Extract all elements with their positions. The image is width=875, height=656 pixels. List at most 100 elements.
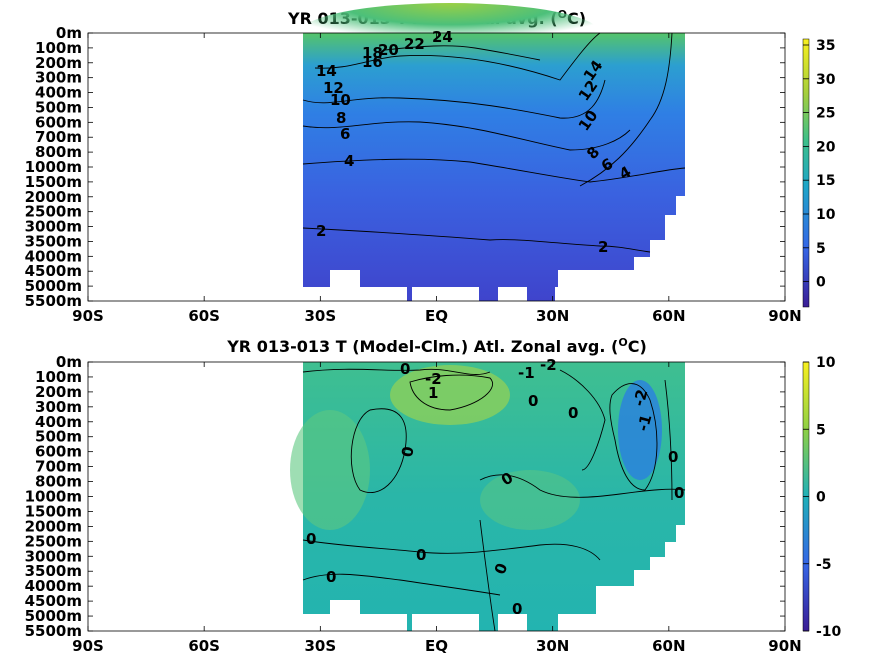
y-tick-label: 800m [35,143,82,161]
x-tick-label: 90N [768,307,801,325]
contour-label: 2 [316,222,326,240]
colorbar-tick-label: 10 [816,355,836,371]
y-tick-label: 5500m [25,622,82,640]
x-tick-label: EQ [425,637,448,655]
contour-label: 12 [323,79,344,97]
panel1-colorbar-ticks: 35 30 25 20 15 10 5 0 [803,38,836,291]
contour-label: 24 [432,28,453,46]
colorbar-tick-label: 5 [816,241,826,257]
contour-label: 0 [668,448,678,466]
contour-label: 0 [326,568,336,586]
panel2-y-ticks: 0m100m200m300m400m500m600m700m800m1000m1… [25,353,785,640]
y-tick-label: 3500m [25,562,82,580]
colorbar-tick-label: 30 [816,72,836,88]
y-tick-label: 100m [35,39,82,57]
y-tick-label: 3000m [25,218,82,236]
panel1-x-ticks: 90S 60S 30S EQ 30N 60N 90N [72,33,802,325]
x-tick-label: 60N [652,637,685,655]
contour-label: 4 [344,152,354,170]
y-tick-label: 0m [56,24,82,42]
colorbar-tick-label: 15 [816,173,835,189]
panel2-title: YR 013-013 T (Model-Clm.) Atl. Zonal avg… [226,336,647,356]
x-tick-label: 60S [188,637,220,655]
contour-label: 20 [378,41,399,59]
contour-label: -2 [540,356,557,374]
contour-label: 8 [336,109,346,127]
y-tick-label: 2500m [25,532,82,550]
panel-difference: YR 013-013 T (Model-Clm.) Atl. Zonal avg… [25,336,842,655]
colorbar-tick-label: 5 [816,422,826,438]
colorbar-tick-label: 20 [816,139,836,155]
panel2-x-ticks: 90S 60S 30S EQ 30N 60N 90N [72,362,802,655]
contour-label: -2 [425,370,442,388]
y-tick-label: 800m [35,473,82,491]
colorbar-tick-label: 10 [816,207,836,223]
y-tick-label: 4500m [25,262,82,280]
contour-label: 0 [568,404,578,422]
y-tick-label: 5000m [25,277,82,295]
contour-label: 0 [306,530,316,548]
panel1-contours [302,32,686,253]
panel2-colorbar-ticks: 10 5 0 -5 -10 [803,355,842,640]
colorbar-tick-label: 25 [816,106,835,122]
panel2-contour-labels: 0 -2 1 -1 -2 0 0 -2 -1 0 0 0 0 0 0 0 0 0 [306,356,684,618]
y-tick-label: 3500m [25,232,82,250]
y-tick-label: 700m [35,128,82,146]
y-tick-label: 500m [35,428,82,446]
contour-label: 22 [404,35,425,53]
contour-label: 14 [316,62,337,80]
colorbar-tick-label: 0 [816,490,826,506]
y-tick-label: 600m [35,443,82,461]
y-tick-label: 4000m [25,577,82,595]
x-tick-label: 30S [304,637,336,655]
contour-label: 18 [362,44,383,62]
y-tick-label: 200m [35,383,82,401]
y-tick-label: 400m [35,84,82,102]
y-tick-label: 400m [35,413,82,431]
panel1-colorbar [802,38,810,308]
x-tick-label: 90S [72,637,104,655]
y-tick-label: 300m [35,398,82,416]
colorbar-tick-label: -10 [816,624,842,640]
y-tick-label: 1500m [25,502,82,520]
x-tick-label: 30N [536,307,569,325]
panel2-field [290,362,685,631]
y-tick-label: 2000m [25,188,82,206]
y-tick-label: 200m [35,54,82,72]
y-tick-label: 100m [35,368,82,386]
contour-label: 1 [428,384,438,402]
contour-label: 2 [598,238,608,256]
panel-temperature: YR 013-013 T Atl. Zonal avg. (OC) 24 22 … [25,3,836,325]
contour-label: 0 [674,484,684,502]
contour-label: 16 [362,53,383,71]
contour-label: 0 [512,600,522,618]
panel1-field [300,3,685,301]
contour-label: -2 [630,387,652,408]
contour-label: 6 [340,125,350,143]
y-tick-label: 4000m [25,247,82,265]
colorbar-tick-label: 35 [816,38,835,54]
x-tick-label: 90S [72,307,104,325]
y-tick-label: 0m [56,353,82,371]
panel1-y-ticks: 0m100m200m300m400m500m600m700m800m1000m1… [25,24,785,310]
colorbar-tick-label: 0 [816,275,826,291]
y-tick-label: 1500m [25,173,82,191]
x-tick-label: 60S [188,307,220,325]
x-tick-label: 30N [536,637,569,655]
y-tick-label: 4500m [25,592,82,610]
y-tick-label: 5500m [25,292,82,310]
y-tick-label: 2000m [25,517,82,535]
y-tick-label: 1000m [25,158,82,176]
contour-label: 0 [416,546,426,564]
panel2-contours [302,368,686,632]
contour-label: -1 [518,364,535,382]
contour-label: 10 [330,91,351,109]
contour-label: 0 [400,360,410,378]
y-tick-label: 300m [35,69,82,87]
x-tick-label: 60N [652,307,685,325]
contour-label: 0 [398,445,418,458]
x-tick-label: 90N [768,637,801,655]
y-tick-label: 500m [35,98,82,116]
x-tick-label: 30S [304,307,336,325]
